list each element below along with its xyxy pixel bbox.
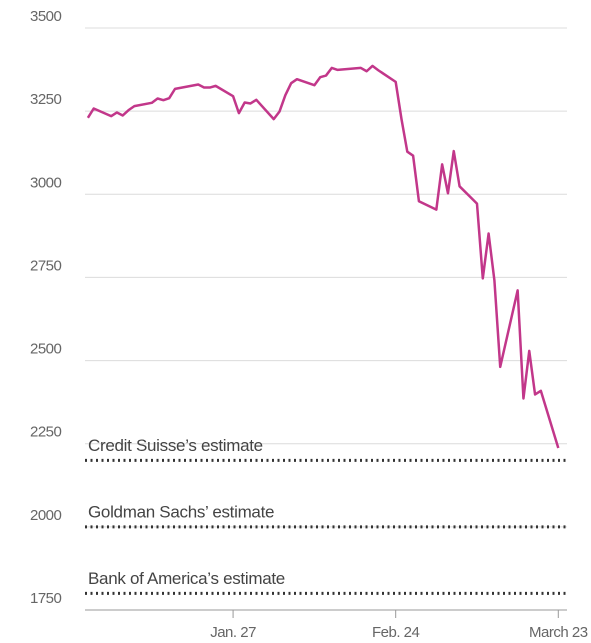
- y-tick-label: 3500: [30, 8, 62, 25]
- estimate-label: Bank of America’s estimate: [88, 569, 285, 588]
- estimate-label: Credit Suisse’s estimate: [88, 436, 263, 455]
- y-tick-label: 2750: [30, 257, 62, 274]
- estimate-label: Goldman Sachs’ estimate: [88, 502, 274, 521]
- y-tick-label: 2500: [30, 341, 62, 358]
- y-tick-label: 2000: [30, 507, 62, 524]
- y-tick-label: 3250: [30, 91, 62, 108]
- y-tick-label: 1750: [30, 590, 62, 607]
- x-tick-label: Feb. 24: [372, 624, 420, 641]
- x-tick-label: March 23: [529, 624, 588, 641]
- y-tick-label: 2250: [30, 424, 62, 441]
- y-tick-label: 3000: [30, 174, 62, 191]
- series-line: [86, 64, 560, 449]
- x-tick-label: Jan. 27: [210, 624, 256, 641]
